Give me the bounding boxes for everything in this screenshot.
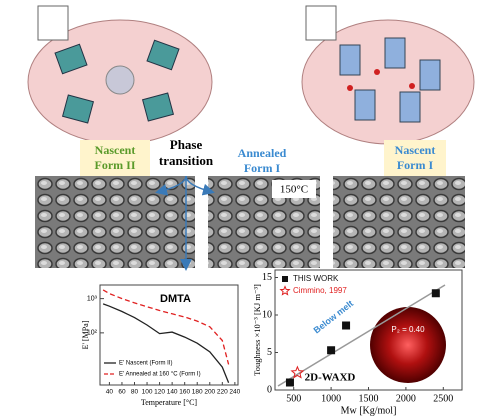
x-tick-label: 120 — [154, 389, 165, 396]
chart-title: DMTA — [160, 293, 191, 305]
y-tick-label: 15 — [262, 272, 272, 283]
form-label: Nascent — [395, 143, 436, 157]
series-line — [102, 303, 230, 383]
x-tick-label: 2000 — [396, 393, 416, 404]
series-line — [102, 289, 230, 365]
x-tick-label: 200 — [204, 389, 215, 396]
phase-label: transition — [159, 153, 214, 168]
dmta-frame — [99, 284, 239, 386]
sem-temperature: 150°C — [280, 184, 308, 196]
y-tick-label: 10² — [87, 330, 98, 337]
x-tick-label: 100 — [142, 389, 153, 396]
label-box — [384, 140, 446, 176]
x-tick-label: 500 — [286, 393, 301, 404]
form-label: Form I — [244, 161, 281, 175]
x-tick-label: 140 — [167, 389, 178, 396]
form-label: Form I — [397, 158, 434, 172]
x-tick-label: 80 — [131, 389, 139, 396]
x-tick-label: 220 — [217, 389, 228, 396]
legend-label: Cimmino, 1997 — [293, 286, 347, 295]
y-tick-label: 10 — [262, 309, 272, 320]
phase-label: Phase — [170, 137, 203, 152]
temp-box — [272, 180, 316, 198]
sem-image — [35, 176, 195, 268]
y-tick-label: 5 — [267, 347, 272, 358]
legend-label: E' Annealed at 160 °C (Form I) — [119, 372, 201, 378]
point — [285, 378, 294, 387]
point — [290, 365, 305, 379]
form-label: Form II — [95, 158, 136, 172]
sem-image — [333, 176, 465, 268]
y-tick-label: 0 — [267, 384, 272, 395]
form-label: Nascent — [95, 143, 136, 157]
point — [431, 289, 440, 298]
legend-label: THIS WORK — [293, 274, 339, 283]
arrows — [155, 175, 215, 271]
trend-line — [277, 284, 446, 387]
legend-marker — [279, 285, 291, 296]
crystal-blocks — [37, 5, 441, 124]
label-box — [80, 140, 150, 176]
x-tick-label: 160 — [179, 389, 190, 396]
x-axis-label: Mw [Kg/mol] — [341, 405, 397, 416]
legend-marker — [282, 276, 288, 282]
x-axis-label: Temperature [°C] — [141, 398, 198, 407]
annotation: 2D-WAXD — [305, 372, 356, 384]
x-tick-label: 180 — [192, 389, 203, 396]
x-tick-label: 2500 — [433, 393, 453, 404]
y-axis-label: Toughness ×10⁻³ [KJ m⁻³] — [252, 284, 262, 376]
form-label: Annealed — [238, 146, 287, 160]
x-tick-label: 1000 — [321, 393, 341, 404]
y-axis-label: E' [MPa] — [81, 320, 90, 349]
x-tick-label: 240 — [229, 389, 240, 396]
y-tick-label: 10³ — [87, 295, 98, 302]
x-tick-label: 60 — [118, 389, 126, 396]
point — [342, 321, 351, 330]
legend-label: E' Nascent (Form II) — [119, 361, 173, 367]
annotation: P₂ = 0.40 — [391, 325, 425, 334]
waxd-pattern — [370, 307, 446, 383]
annotation: Below melt — [312, 298, 356, 335]
x-tick-label: 40 — [106, 389, 114, 396]
x-tick-label: 1500 — [359, 393, 379, 404]
point — [327, 346, 336, 355]
